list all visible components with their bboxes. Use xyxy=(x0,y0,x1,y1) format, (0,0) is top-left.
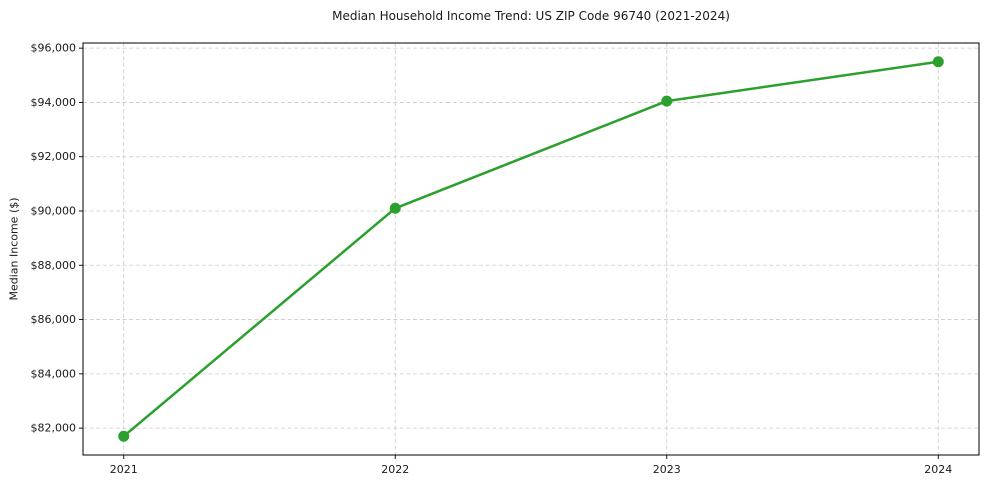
data-point-marker xyxy=(932,56,944,68)
y-tick-label: $84,000 xyxy=(31,367,77,380)
plot-frame xyxy=(82,42,980,456)
data-point-marker xyxy=(661,95,673,107)
y-tick-label: $82,000 xyxy=(31,422,77,435)
y-tick-label: $86,000 xyxy=(31,313,77,326)
y-tick-label: $90,000 xyxy=(31,205,77,218)
y-tick-label: $88,000 xyxy=(31,259,77,272)
x-tick-label: 2024 xyxy=(924,463,952,476)
y-tick-label: $92,000 xyxy=(31,150,77,163)
x-tick-label: 2022 xyxy=(381,463,409,476)
y-tick-label: $94,000 xyxy=(31,96,77,109)
x-tick-label: 2023 xyxy=(653,463,681,476)
x-tick-label: 2021 xyxy=(110,463,138,476)
y-tick-label: $96,000 xyxy=(31,42,77,55)
chart-title: Median Household Income Trend: US ZIP Co… xyxy=(332,9,730,23)
data-point-marker xyxy=(118,430,130,442)
data-point-marker xyxy=(389,202,401,214)
trend-line xyxy=(122,60,940,438)
